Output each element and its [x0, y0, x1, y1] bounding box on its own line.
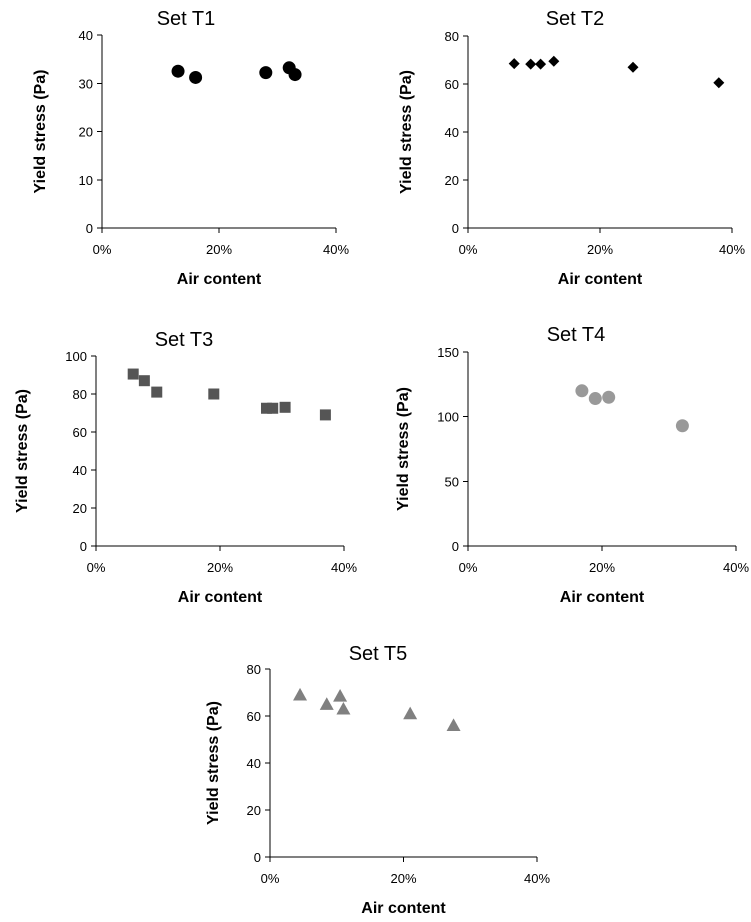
data-point	[259, 66, 273, 80]
data-point	[548, 55, 560, 67]
data-point	[208, 388, 220, 400]
chart-title: Set T4	[547, 324, 606, 346]
y-tick-label: 0	[80, 539, 87, 554]
data-point	[261, 402, 272, 414]
chart-set-t5: Set T5 0 20 40 60 80 0% 20% 40% Air content Yield …	[205, 643, 550, 917]
y-tick-label: 40	[445, 125, 459, 140]
chart-set-t3: Set T3 0 20 40 60 80 100 0% 20% 40% Air content Yie…	[14, 329, 357, 606]
data-point	[189, 70, 203, 84]
x-tick-label: 40%	[723, 560, 749, 575]
y-tick-label: 150	[437, 345, 459, 360]
y-tick-label: 100	[65, 349, 87, 364]
data-point	[336, 701, 351, 715]
x-tick-label: 20%	[206, 242, 232, 257]
y-tick-label: 40	[79, 28, 93, 43]
data-point	[627, 61, 639, 73]
y-tick-label: 0	[254, 850, 261, 865]
data-point	[279, 401, 291, 413]
x-tick-label: 0%	[87, 560, 106, 575]
data-point	[575, 384, 589, 398]
y-axis-label: Yield stress (Pa)	[32, 70, 49, 194]
y-tick-label: 20	[79, 125, 93, 140]
chart-set-t4: Set T4 0 50 100 150 0% 20% 40% Air content Yield …	[395, 324, 749, 606]
y-axis-label: Yield stress (Pa)	[205, 701, 222, 825]
x-tick-label: 40%	[323, 242, 349, 257]
x-axis-label: Air content	[558, 271, 643, 288]
data-point	[319, 697, 334, 710]
data-point	[267, 402, 279, 414]
y-tick-label: 40	[73, 463, 87, 478]
y-tick-label: 20	[73, 501, 87, 516]
x-tick-label: 40%	[719, 242, 745, 257]
y-tick-label: 80	[73, 387, 87, 402]
x-tick-label: 0%	[93, 242, 112, 257]
chart-title: Set T3	[155, 329, 214, 351]
data-point	[535, 58, 547, 70]
y-tick-label: 60	[73, 425, 87, 440]
x-axis-label: Air content	[361, 900, 446, 917]
x-tick-label: 20%	[589, 560, 615, 575]
y-tick-label: 0	[452, 221, 459, 236]
data-point	[525, 58, 537, 70]
y-tick-label: 20	[247, 803, 261, 818]
data-point	[333, 689, 348, 702]
x-tick-label: 40%	[524, 871, 550, 886]
x-axis-label: Air content	[177, 271, 262, 288]
chart-set-t2: Set T2 0 20 40 60 80 0% 20% 40% Air content Yield …	[398, 8, 745, 288]
y-tick-label: 60	[247, 709, 261, 724]
x-tick-label: 0%	[261, 871, 280, 886]
data-point	[293, 687, 308, 701]
data-point	[403, 706, 418, 720]
chart-title: Set T2	[546, 8, 605, 30]
data-point	[127, 368, 139, 380]
data-point	[171, 64, 185, 78]
chart-title: Set T1	[157, 8, 216, 30]
data-point	[151, 386, 163, 398]
data-point	[602, 390, 616, 404]
data-point	[138, 375, 150, 387]
data-point	[446, 718, 461, 731]
x-tick-label: 40%	[331, 560, 357, 575]
x-tick-label: 20%	[390, 871, 416, 886]
x-tick-label: 0%	[459, 242, 478, 257]
x-tick-label: 20%	[587, 242, 613, 257]
y-tick-label: 50	[445, 474, 459, 489]
chart-title: Set T5	[349, 643, 408, 665]
x-axis-label: Air content	[178, 589, 263, 606]
y-tick-label: 0	[86, 221, 93, 236]
y-axis-label: Yield stress (Pa)	[14, 389, 31, 513]
data-point	[288, 68, 302, 82]
data-point	[508, 58, 520, 70]
y-axis-label: Yield stress (Pa)	[398, 70, 415, 194]
y-tick-label: 30	[79, 76, 93, 91]
data-point	[319, 409, 331, 421]
y-tick-label: 20	[445, 173, 459, 188]
chart-set-t1: Set T1 0 10 20 30 40 0% 20% 40% Air content Yield …	[32, 8, 349, 288]
y-tick-label: 0	[452, 539, 459, 554]
data-point	[675, 419, 689, 433]
data-point	[588, 392, 602, 406]
y-tick-label: 40	[247, 756, 261, 771]
data-point	[713, 77, 725, 89]
y-tick-label: 10	[79, 173, 93, 188]
y-tick-label: 80	[247, 662, 261, 677]
x-axis-label: Air content	[560, 589, 645, 606]
x-tick-label: 0%	[459, 560, 478, 575]
y-tick-label: 60	[445, 77, 459, 92]
y-tick-label: 80	[445, 29, 459, 44]
y-axis-label: Yield stress (Pa)	[395, 387, 412, 511]
y-tick-label: 100	[437, 410, 459, 425]
x-tick-label: 20%	[207, 560, 233, 575]
